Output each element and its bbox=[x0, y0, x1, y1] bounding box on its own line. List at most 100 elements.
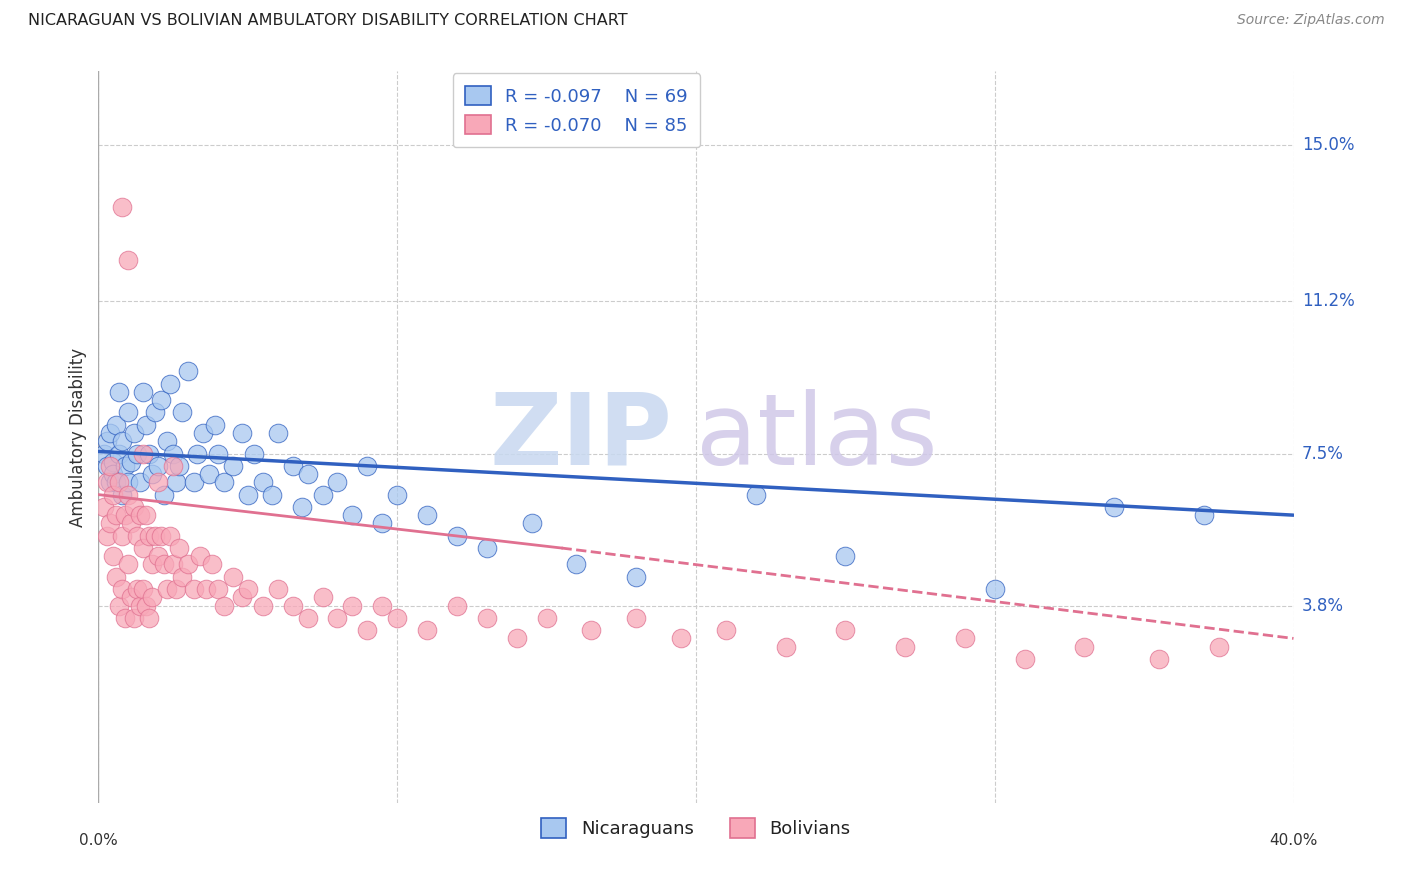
Text: 3.8%: 3.8% bbox=[1302, 597, 1344, 615]
Point bbox=[117, 253, 139, 268]
Point bbox=[1073, 640, 1095, 654]
Point bbox=[96, 434, 118, 449]
Point bbox=[222, 570, 245, 584]
Point bbox=[132, 446, 155, 460]
Point bbox=[326, 475, 349, 490]
Point bbox=[120, 516, 142, 531]
Point bbox=[117, 487, 139, 501]
Point bbox=[96, 458, 118, 473]
Point bbox=[167, 541, 190, 555]
Point bbox=[111, 200, 134, 214]
Point bbox=[148, 458, 170, 473]
Point bbox=[129, 508, 152, 523]
Text: Source: ZipAtlas.com: Source: ZipAtlas.com bbox=[1237, 13, 1385, 28]
Point bbox=[103, 487, 125, 501]
Point bbox=[342, 508, 364, 523]
Point bbox=[132, 541, 155, 555]
Point bbox=[243, 446, 266, 460]
Text: 11.2%: 11.2% bbox=[1302, 293, 1354, 310]
Point bbox=[120, 591, 142, 605]
Point bbox=[108, 384, 131, 399]
Point bbox=[93, 446, 115, 460]
Point bbox=[114, 611, 136, 625]
Point bbox=[103, 455, 125, 469]
Point bbox=[150, 393, 173, 408]
Point bbox=[775, 640, 797, 654]
Point bbox=[252, 599, 274, 613]
Point bbox=[291, 500, 314, 514]
Point bbox=[108, 599, 131, 613]
Point bbox=[416, 508, 439, 523]
Point bbox=[1208, 640, 1230, 654]
Point bbox=[156, 434, 179, 449]
Point bbox=[108, 446, 131, 460]
Point bbox=[953, 632, 976, 646]
Point bbox=[894, 640, 917, 654]
Point bbox=[141, 558, 163, 572]
Point bbox=[260, 487, 283, 501]
Point bbox=[281, 458, 304, 473]
Text: 0.0%: 0.0% bbox=[79, 833, 118, 848]
Point bbox=[172, 405, 194, 419]
Point bbox=[127, 446, 149, 460]
Point bbox=[108, 475, 131, 490]
Point bbox=[124, 611, 146, 625]
Point bbox=[98, 425, 122, 440]
Point bbox=[356, 458, 378, 473]
Point bbox=[1147, 652, 1170, 666]
Point bbox=[231, 425, 253, 440]
Point bbox=[1104, 500, 1126, 514]
Point bbox=[565, 558, 588, 572]
Point bbox=[326, 611, 349, 625]
Point bbox=[162, 558, 184, 572]
Point bbox=[201, 558, 224, 572]
Point bbox=[135, 599, 157, 613]
Point bbox=[150, 529, 173, 543]
Point bbox=[520, 516, 543, 531]
Point bbox=[475, 541, 498, 555]
Point bbox=[117, 475, 139, 490]
Point bbox=[385, 487, 409, 501]
Point bbox=[141, 591, 163, 605]
Point bbox=[135, 417, 157, 432]
Point bbox=[98, 475, 122, 490]
Point bbox=[183, 582, 205, 596]
Point bbox=[475, 611, 498, 625]
Point bbox=[188, 549, 211, 564]
Point bbox=[177, 558, 200, 572]
Point bbox=[231, 591, 253, 605]
Point bbox=[195, 582, 218, 596]
Point bbox=[98, 458, 122, 473]
Point bbox=[177, 364, 200, 378]
Point bbox=[342, 599, 364, 613]
Text: atlas: atlas bbox=[696, 389, 938, 485]
Point bbox=[834, 549, 856, 564]
Text: 40.0%: 40.0% bbox=[1270, 833, 1317, 848]
Point bbox=[212, 475, 235, 490]
Point bbox=[297, 467, 319, 481]
Point bbox=[536, 611, 558, 625]
Legend: Nicaraguans, Bolivians: Nicaraguans, Bolivians bbox=[534, 811, 858, 845]
Point bbox=[138, 529, 160, 543]
Point bbox=[138, 611, 160, 625]
Point bbox=[148, 475, 170, 490]
Point bbox=[114, 458, 136, 473]
Point bbox=[159, 529, 181, 543]
Point bbox=[446, 599, 468, 613]
Point bbox=[105, 508, 128, 523]
Point bbox=[356, 624, 378, 638]
Point bbox=[127, 582, 149, 596]
Point bbox=[96, 529, 118, 543]
Point bbox=[385, 611, 409, 625]
Point bbox=[446, 529, 468, 543]
Point bbox=[207, 582, 229, 596]
Point bbox=[105, 570, 128, 584]
Text: 15.0%: 15.0% bbox=[1302, 136, 1354, 154]
Y-axis label: Ambulatory Disability: Ambulatory Disability bbox=[69, 348, 87, 526]
Point bbox=[311, 591, 333, 605]
Point bbox=[124, 425, 146, 440]
Point bbox=[167, 458, 190, 473]
Point bbox=[165, 582, 187, 596]
Point bbox=[105, 475, 128, 490]
Point bbox=[1014, 652, 1036, 666]
